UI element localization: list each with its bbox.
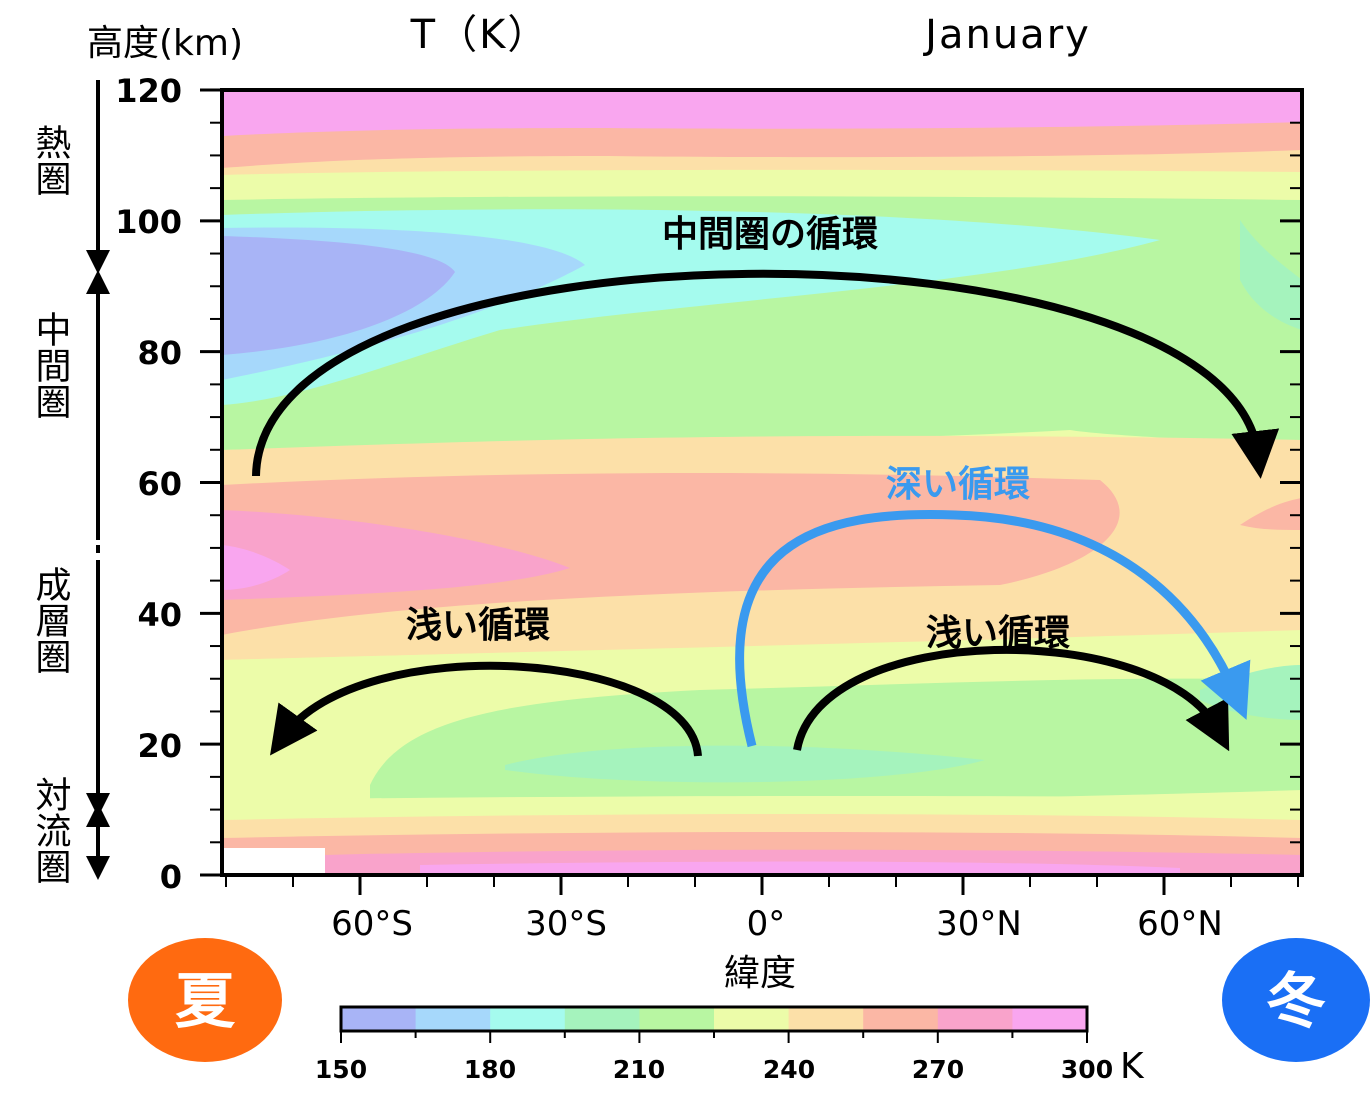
- colorbar-tick-210: 210: [613, 1055, 665, 1084]
- x-tick-30s: 30°S: [525, 904, 607, 944]
- chart-title: T（K）: [410, 12, 550, 58]
- x-axis-label: 緯度: [724, 953, 796, 994]
- y-tick-60: 60: [137, 465, 182, 503]
- mesosphere-circulation-label: 中間圏の循環: [662, 214, 878, 255]
- layer-troposphere: 対流圏: [30, 776, 71, 884]
- summer-badge: 夏: [128, 938, 282, 1062]
- deep-circulation-label: 深い循環: [886, 464, 1030, 505]
- colorbar-unit: K: [1120, 1046, 1145, 1087]
- y-axis: 120 100 80 60 40 20 0: [115, 72, 1302, 896]
- colorbar-tick-240: 240: [763, 1055, 815, 1084]
- colorbar-swatch: [415, 1007, 491, 1031]
- shallow-circulation-south-arrow: [269, 661, 702, 757]
- y-tick-0: 0: [160, 858, 182, 896]
- colorbar-swatch: [490, 1007, 566, 1031]
- shallow-circulation-north-arrow: [793, 645, 1230, 752]
- colorbar-swatch: [341, 1007, 417, 1031]
- colorbar-tick-150: 150: [315, 1055, 367, 1084]
- circulation-arrows: [252, 269, 1280, 757]
- colorbar-swatch: [714, 1007, 790, 1031]
- x-tick-60n: 60°N: [1137, 904, 1223, 944]
- y-axis-label: 高度(km): [87, 23, 243, 64]
- y-tick-20: 20: [137, 727, 182, 765]
- y-tick-120: 120: [115, 72, 182, 110]
- y-tick-40: 40: [137, 596, 182, 634]
- layer-stratosphere: 成層圏: [30, 566, 71, 674]
- mesosphere-circulation-arrow: [252, 269, 1280, 479]
- shallow-circulation-north-label: 浅い循環: [926, 613, 1070, 654]
- x-tick-30n: 30°N: [936, 904, 1022, 944]
- colorbar-tick-300: 300: [1061, 1055, 1113, 1084]
- colorbar-swatch: [788, 1007, 864, 1031]
- colorbar-swatch: [863, 1007, 939, 1031]
- x-axis: 60°S 30°S 0° 30°N 60°N 緯度: [225, 875, 1299, 994]
- summer-label: 夏: [175, 967, 236, 1037]
- winter-badge: 冬: [1222, 938, 1370, 1062]
- colorbar-tick-270: 270: [912, 1055, 964, 1084]
- colorbar-swatch: [1012, 1007, 1088, 1031]
- shallow-circulation-south-label: 浅い循環: [406, 605, 550, 646]
- colorbar-tick-180: 180: [464, 1055, 516, 1084]
- temperature-contours: [222, 90, 1302, 875]
- layer-thermosphere: 熱圏: [30, 124, 71, 196]
- y-tick-100: 100: [115, 203, 182, 241]
- colorbar-swatch: [639, 1007, 715, 1031]
- y-tick-80: 80: [137, 334, 182, 372]
- colorbar: 150 180 210 240 270 300 K: [315, 1005, 1145, 1087]
- x-tick-60s: 60°S: [331, 904, 413, 944]
- colorbar-swatch: [564, 1007, 640, 1031]
- x-tick-0: 0°: [747, 904, 786, 944]
- layer-mesosphere: 中間圏: [30, 311, 71, 419]
- winter-label: 冬: [1266, 967, 1326, 1037]
- colorbar-swatch: [937, 1007, 1013, 1031]
- deep-circulation-arrow: [735, 510, 1251, 748]
- month-label: January: [922, 12, 1091, 58]
